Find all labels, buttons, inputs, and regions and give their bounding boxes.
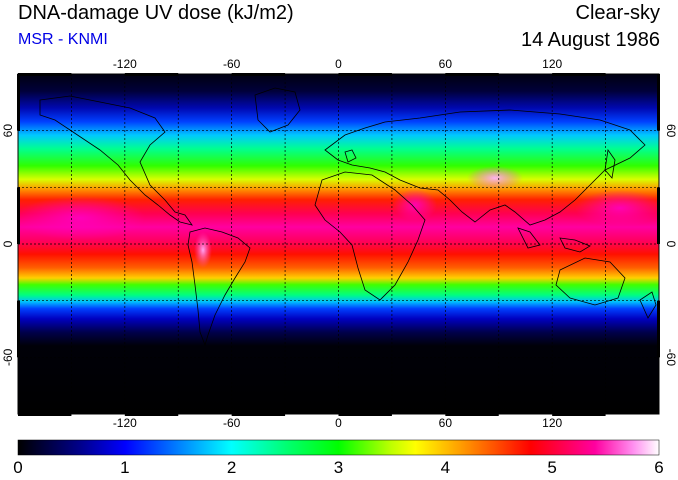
border-tick-bar — [657, 300, 660, 358]
border-tick-bar — [231, 413, 286, 416]
lon-label-bottom: 120 — [542, 416, 562, 430]
border-tick-bar — [17, 187, 20, 244]
lon-label-top: 120 — [542, 57, 562, 71]
lon-label-top: 60 — [439, 57, 453, 71]
lon-label-top: -60 — [223, 57, 241, 71]
lat-label-left: 0 — [1, 240, 15, 247]
border-tick-bar — [338, 73, 392, 76]
border-tick-bar — [18, 413, 72, 416]
title: DNA-damage UV dose (kJ/m2) — [18, 2, 294, 24]
lon-label-bottom: -120 — [113, 416, 137, 430]
hotspot-tibet — [467, 166, 523, 190]
border-tick-bar — [445, 73, 499, 76]
lat-label-right: -60 — [664, 349, 678, 367]
hotspot-sahara — [393, 189, 437, 221]
colorbar — [17, 439, 660, 456]
border-tick-bar — [445, 413, 499, 416]
lon-label-top: -120 — [113, 57, 137, 71]
border-tick-bar — [17, 74, 20, 131]
border-tick-bar — [124, 73, 179, 76]
border-tick-bar — [338, 413, 392, 416]
colorbar-label: 4 — [440, 458, 451, 477]
lat-label-right: 60 — [664, 124, 678, 138]
hotspot-pacific — [18, 196, 145, 240]
map-tick-labels: -120 -120 -60 -60 0 0 60 60 120 120 60 60 0 0 -60 -60 — [1, 57, 678, 430]
border-tick-bar — [231, 73, 286, 76]
border-tick-bar — [18, 73, 72, 76]
lon-label-top: 0 — [335, 57, 342, 71]
border-tick-bar — [552, 73, 606, 76]
sky-condition: Clear-sky — [575, 2, 660, 24]
border-tick-bar — [17, 300, 20, 358]
lon-label-bottom: -60 — [223, 416, 241, 430]
colorbar-label: 3 — [333, 458, 344, 477]
lon-label-bottom: 60 — [439, 416, 453, 430]
colorbar-label: 0 — [13, 458, 23, 477]
colorbar-label: 5 — [547, 458, 557, 477]
colorbar-label: 1 — [120, 458, 130, 477]
colorbar-label: 6 — [654, 458, 664, 477]
map-grid — [18, 74, 659, 414]
hotspot-pacific-west — [575, 190, 659, 226]
lat-label-left: -60 — [1, 348, 15, 366]
lat-label-left: 60 — [1, 124, 15, 138]
border-tick-bar — [124, 413, 179, 416]
hotspot-andes — [194, 232, 212, 268]
border-tick-bar — [657, 74, 660, 131]
lat-label-right: 0 — [664, 241, 678, 248]
lon-label-bottom: 0 — [335, 416, 342, 430]
date-label: 14 August 1986 — [520, 29, 660, 51]
data-source: MSR - KNMI — [18, 31, 108, 48]
border-tick-bar — [552, 413, 606, 416]
colorbar-label: 2 — [226, 458, 237, 477]
map-border-ticks — [17, 73, 660, 416]
border-tick-bar — [657, 187, 660, 244]
